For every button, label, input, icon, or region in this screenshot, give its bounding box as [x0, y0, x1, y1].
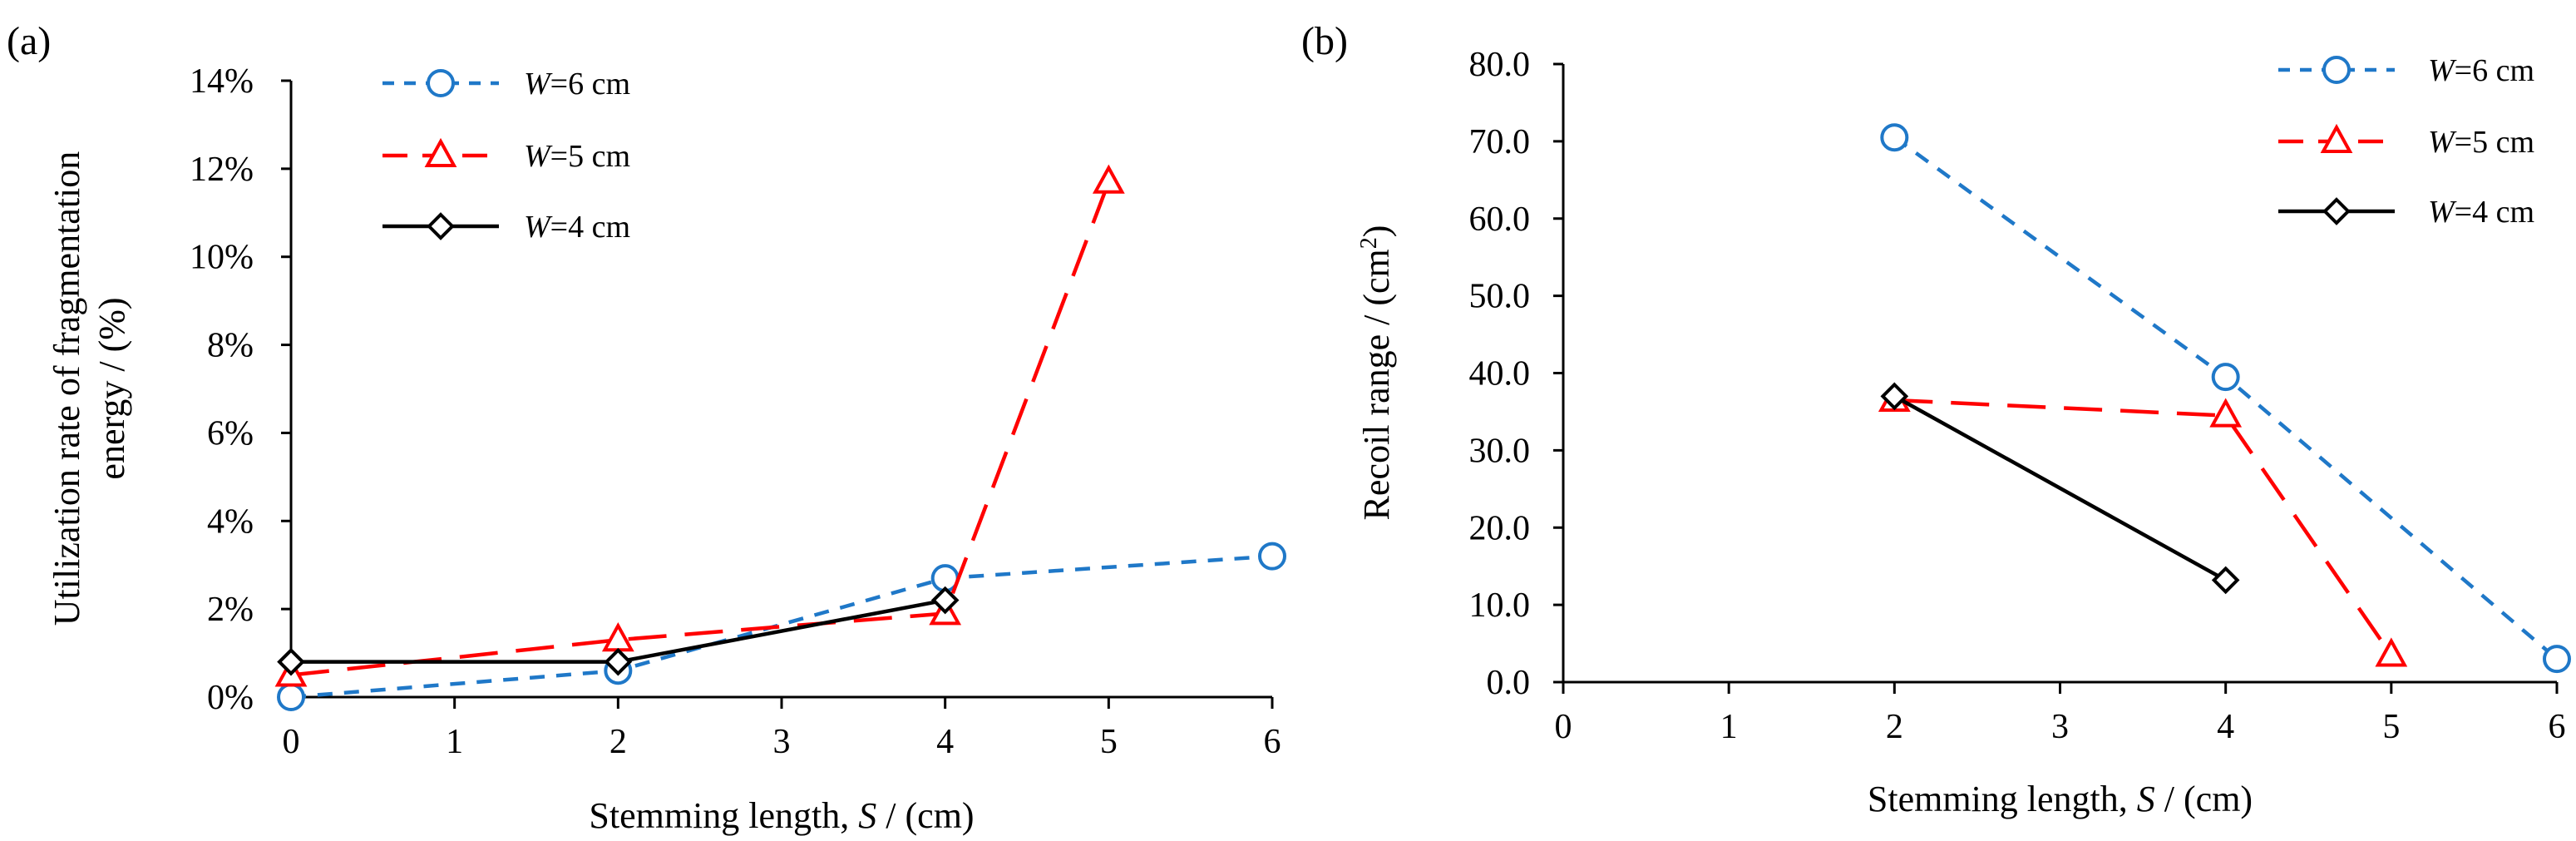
- data-point: [601, 622, 634, 652]
- legend-label: W=4 cm: [2428, 195, 2534, 230]
- series-circle: [1880, 123, 2571, 674]
- x-tick-label: 2: [609, 723, 627, 761]
- data-point: [1880, 123, 1909, 152]
- data-point: [2211, 566, 2240, 595]
- y-tick-label: 40.0: [1469, 355, 1531, 393]
- y-tick-label: 0.0: [1487, 664, 1531, 702]
- legend-entry: W=4 cm: [2278, 195, 2534, 230]
- y-tick-label: 8%: [207, 327, 254, 365]
- y-tick-label: 10%: [190, 239, 254, 277]
- y-tick-label: 30.0: [1469, 432, 1531, 470]
- data-point: [604, 647, 633, 676]
- x-tick-label: 6: [1264, 723, 1281, 761]
- x-tick-label: 4: [2217, 708, 2234, 746]
- y-tick-label: 4%: [207, 502, 254, 541]
- x-tick-label: 1: [446, 723, 463, 761]
- series-diamond: [277, 586, 960, 676]
- legend-entry: W=5 cm: [2278, 123, 2534, 160]
- x-tick-label: 1: [1720, 708, 1738, 746]
- data-point: [1258, 542, 1286, 571]
- y-tick-label: 60.0: [1469, 200, 1531, 239]
- panel-label: (b): [1301, 19, 1348, 63]
- y-tick-label: 20.0: [1469, 509, 1531, 547]
- panel-a: (a) 0% 2% 4% 6% 8% 10% 12% 14% 0 1 2 3 4 5 6 Stemming le…: [7, 19, 1286, 836]
- series-line: [1893, 394, 2227, 582]
- x-tick-label: 6: [2549, 708, 2566, 746]
- legend-label: W=6 cm: [2428, 53, 2534, 88]
- data-point: [1880, 382, 1909, 411]
- legend-marker: [424, 137, 457, 167]
- x-tick-label: 3: [2051, 708, 2069, 746]
- panel-b: (b) 0.0 10.0 20.0 30.0 40.0 50.0 60.0 70.0 80.0 0 1…: [1301, 19, 2571, 819]
- x-tick-label: 0: [1555, 708, 1572, 746]
- y-tick-label: 70.0: [1469, 123, 1531, 161]
- y-tick-label: 12%: [190, 151, 254, 189]
- series-line: [290, 181, 1111, 677]
- legend-label: W=6 cm: [524, 67, 630, 101]
- legend-marker: [427, 212, 455, 240]
- series-diamond: [1880, 382, 2240, 595]
- legend-marker: [427, 69, 455, 97]
- x-axis-title: Stemming length, S / (cm): [1868, 779, 2253, 819]
- x-axis-title: Stemming length, S / (cm): [589, 795, 974, 836]
- legend-label: W=4 cm: [524, 210, 630, 245]
- x-tick-label: 0: [283, 723, 300, 761]
- legend-entry: W=4 cm: [382, 210, 630, 245]
- y-tick-label: 0%: [207, 679, 254, 717]
- data-point: [2211, 363, 2240, 392]
- y-tick-label: 6%: [207, 414, 254, 453]
- data-point: [277, 683, 305, 711]
- y-axis-title: Recoil range / (cm2): [1356, 225, 1398, 521]
- data-point: [277, 647, 305, 676]
- legend-marker: [2322, 197, 2351, 225]
- y-tick-label: 14%: [190, 62, 254, 101]
- legend-entry: W=6 cm: [382, 67, 630, 101]
- data-point: [1092, 164, 1125, 194]
- x-tick-label: 3: [773, 723, 791, 761]
- legend-marker: [2322, 56, 2351, 84]
- legend-marker: [2320, 123, 2353, 153]
- y-tick-label: 10.0: [1469, 586, 1531, 625]
- data-point: [930, 586, 960, 615]
- series-triangle: [1878, 382, 2408, 667]
- data-point: [2543, 645, 2571, 674]
- legend-label: W=5 cm: [2428, 125, 2534, 160]
- series-line: [1894, 398, 2393, 656]
- legend-entry: W=5 cm: [382, 137, 630, 174]
- legend-entry: W=6 cm: [2278, 53, 2534, 88]
- series-circle: [277, 542, 1286, 711]
- data-point: [2209, 398, 2243, 428]
- y-axis-title: Utilization rate of fragmentation energy …: [47, 151, 132, 626]
- y-tick-label: 50.0: [1469, 278, 1531, 316]
- x-tick-label: 2: [1886, 708, 1903, 746]
- series-line: [290, 554, 1273, 700]
- y-tick-label: 2%: [207, 591, 254, 629]
- data-point: [2375, 637, 2408, 667]
- x-tick-label: 5: [2382, 708, 2400, 746]
- series-triangle: [274, 164, 1125, 687]
- x-tick-label: 4: [936, 723, 954, 761]
- x-tick-label: 5: [1100, 723, 1118, 761]
- y-tick-label: 80.0: [1469, 46, 1531, 84]
- legend-label: W=5 cm: [524, 139, 630, 174]
- panel-label: (a): [7, 19, 51, 63]
